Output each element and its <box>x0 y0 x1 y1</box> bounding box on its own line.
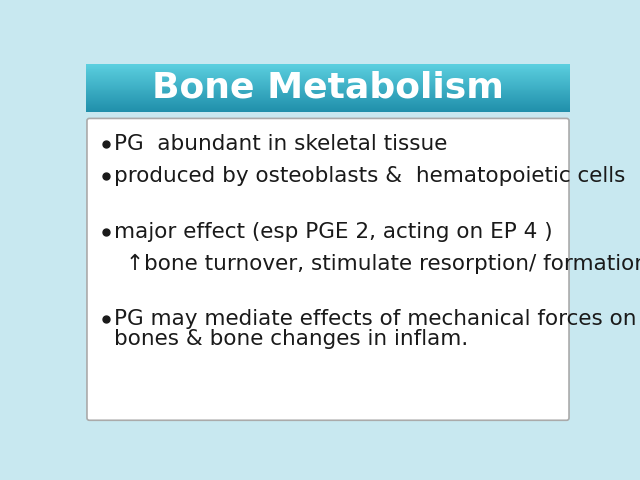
Text: PG may mediate effects of mechanical forces on: PG may mediate effects of mechanical for… <box>114 310 637 329</box>
Bar <box>86 99 570 100</box>
Bar <box>86 69 570 70</box>
Text: bones & bone changes in inflam.: bones & bone changes in inflam. <box>114 329 468 349</box>
Text: Bone Metabolism: Bone Metabolism <box>152 71 504 105</box>
Bar <box>86 85 570 86</box>
Bar <box>86 65 570 66</box>
Bar <box>86 93 570 95</box>
Bar <box>86 103 570 104</box>
Bar <box>86 84 570 85</box>
FancyBboxPatch shape <box>87 119 569 420</box>
Bar <box>86 75 570 76</box>
Text: ↑bone turnover, stimulate resorption/ formation: ↑bone turnover, stimulate resorption/ fo… <box>127 254 640 274</box>
Bar <box>86 88 570 89</box>
Bar <box>86 107 570 108</box>
Bar <box>86 76 570 77</box>
Bar <box>86 72 570 74</box>
Text: major effect (esp PGE 2, acting on EP 4 ): major effect (esp PGE 2, acting on EP 4 … <box>114 222 553 241</box>
Bar <box>86 72 570 73</box>
Bar <box>86 106 570 107</box>
Bar <box>86 78 570 79</box>
Bar <box>86 80 570 81</box>
Bar <box>86 68 570 69</box>
Bar <box>86 70 570 71</box>
Bar <box>86 82 570 83</box>
Bar <box>86 108 570 110</box>
Bar <box>86 81 570 82</box>
Bar <box>86 79 570 80</box>
Bar <box>86 74 570 76</box>
Text: produced by osteoblasts &  hematopoietic cells: produced by osteoblasts & hematopoietic … <box>114 166 625 186</box>
Bar <box>86 95 570 96</box>
Text: PG  abundant in skeletal tissue: PG abundant in skeletal tissue <box>114 134 447 154</box>
Bar <box>86 86 570 87</box>
Bar <box>86 67 570 68</box>
Bar <box>86 73 570 75</box>
Bar <box>86 98 570 99</box>
Bar <box>86 104 570 105</box>
Bar <box>86 109 570 111</box>
Bar <box>86 66 570 67</box>
Bar <box>86 93 570 94</box>
Bar <box>86 91 570 92</box>
Bar <box>86 105 570 106</box>
Bar <box>86 108 570 109</box>
Bar <box>86 96 570 97</box>
Bar <box>86 87 570 88</box>
Bar <box>86 100 570 101</box>
Bar <box>86 110 570 112</box>
Bar <box>86 89 570 90</box>
Bar <box>86 64 570 65</box>
Bar <box>86 90 570 91</box>
Bar <box>86 101 570 102</box>
Bar <box>86 83 570 84</box>
Bar <box>86 94 570 96</box>
Bar <box>86 97 570 98</box>
Bar <box>86 102 570 103</box>
Bar <box>86 92 570 93</box>
Bar <box>86 77 570 78</box>
Bar <box>86 71 570 72</box>
